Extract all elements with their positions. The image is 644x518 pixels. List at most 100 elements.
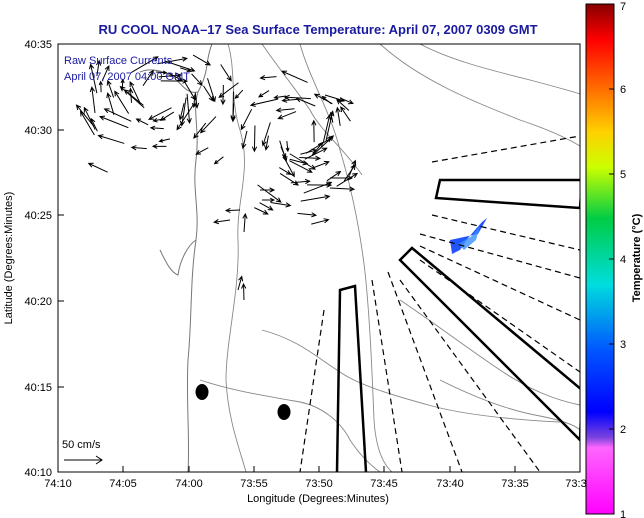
current-vector [199, 116, 217, 134]
current-vector [336, 172, 359, 187]
colorbar-tick-label: 4 [620, 254, 626, 266]
colorbar-tick-label: 6 [620, 84, 626, 96]
current-vector [207, 78, 216, 103]
current-vector [241, 282, 247, 301]
current-vector [303, 181, 333, 194]
current-vector [290, 178, 311, 185]
radar-sectors [299, 135, 580, 472]
current-vector [304, 147, 328, 160]
current-vector [101, 65, 110, 82]
current-vector [339, 97, 354, 105]
current-vector [277, 111, 297, 120]
current-vector [168, 72, 184, 82]
current-vector [261, 122, 271, 147]
y-tick-label: 40:25 [24, 210, 52, 222]
current-vector [103, 108, 132, 122]
current-vector [313, 160, 330, 168]
current-vector [289, 153, 316, 170]
current-vector [193, 122, 207, 139]
current-vector [191, 73, 203, 86]
current-vector [123, 89, 144, 106]
current-vector [258, 90, 270, 98]
current-vector [178, 103, 185, 121]
current-vector [297, 212, 318, 218]
current-vector [135, 118, 149, 126]
current-vector [237, 275, 244, 291]
current-vector [285, 141, 290, 153]
x-tick-label: 74:00 [175, 478, 203, 490]
y-tick-label: 40:30 [24, 125, 52, 137]
current-vector [311, 119, 317, 143]
plot-area [58, 44, 580, 472]
current-vector [249, 98, 278, 107]
annotation-date: April 07, 2007 04:00 GMT [64, 71, 190, 83]
current-vector [183, 81, 196, 101]
current-vector [283, 94, 311, 101]
current-vector [282, 154, 295, 178]
current-vector [270, 201, 292, 208]
y-ticks [58, 43, 64, 473]
current-vector [273, 94, 287, 100]
current-vector [90, 117, 98, 132]
scale-label: 50 cm/s [62, 439, 101, 451]
current-vector [98, 80, 103, 93]
colorbar-tick-label: 5 [620, 169, 626, 181]
current-vector [240, 108, 253, 131]
current-vector [89, 86, 96, 113]
x-axis-label: Longitude (Degrees:Minutes) [247, 493, 389, 505]
sector-outline-2 [434, 178, 580, 210]
scale-arrow [64, 455, 103, 465]
current-vector [148, 107, 172, 120]
colorbar-ticks [609, 88, 614, 430]
current-vector [251, 125, 258, 153]
current-vector [329, 186, 356, 192]
current-vector [289, 158, 309, 166]
annotation-currents: Raw Surface Currents [64, 55, 173, 67]
current-vector [336, 98, 350, 111]
current-vector [129, 81, 141, 105]
current-vector [281, 70, 308, 83]
current-vector [241, 130, 248, 150]
current-vector [264, 135, 270, 151]
current-vector [254, 207, 269, 215]
current-vector [130, 145, 147, 151]
current-vector [97, 134, 125, 144]
current-vector [179, 97, 187, 127]
colorbar-tick-label: 2 [620, 424, 626, 436]
y-tick-label: 40:20 [24, 296, 52, 308]
current-vector [242, 212, 248, 233]
station-marker [277, 404, 291, 420]
sector-outline-1 [335, 284, 368, 472]
y-axis-label: Latitude (Degrees:Minutes) [3, 192, 15, 325]
sector-outline-3 [398, 246, 580, 442]
current-vector [99, 115, 129, 129]
current-vector [234, 89, 244, 100]
current-vector [281, 97, 298, 103]
current-vector [158, 138, 171, 143]
current-vector [335, 106, 341, 126]
current-vector [88, 63, 98, 94]
current-vector [330, 175, 354, 181]
current-vector [289, 160, 313, 173]
current-vector [160, 78, 189, 84]
current-vector [313, 93, 333, 105]
x-tick-label: 73:3 [565, 478, 586, 490]
current-vector [311, 218, 330, 225]
current-vector [326, 170, 342, 182]
chart-title: RU COOL NOAA–17 Sea Surface Temperature:… [98, 22, 537, 37]
y-tick-label: 40:15 [24, 382, 52, 394]
current-vector [300, 194, 331, 202]
current-vector [224, 207, 241, 213]
current-vector [230, 91, 236, 121]
colorbar-tick-label: 1 [620, 509, 626, 518]
current-vector [130, 56, 159, 74]
colorbar-tick-label: 7 [620, 1, 626, 13]
current-vector [179, 67, 192, 73]
current-vector [158, 72, 182, 79]
current-vector [142, 69, 154, 86]
current-vector [279, 140, 288, 162]
current-vector [260, 187, 276, 193]
current-vector [106, 92, 115, 115]
x-tick-label: 73:35 [501, 478, 529, 490]
